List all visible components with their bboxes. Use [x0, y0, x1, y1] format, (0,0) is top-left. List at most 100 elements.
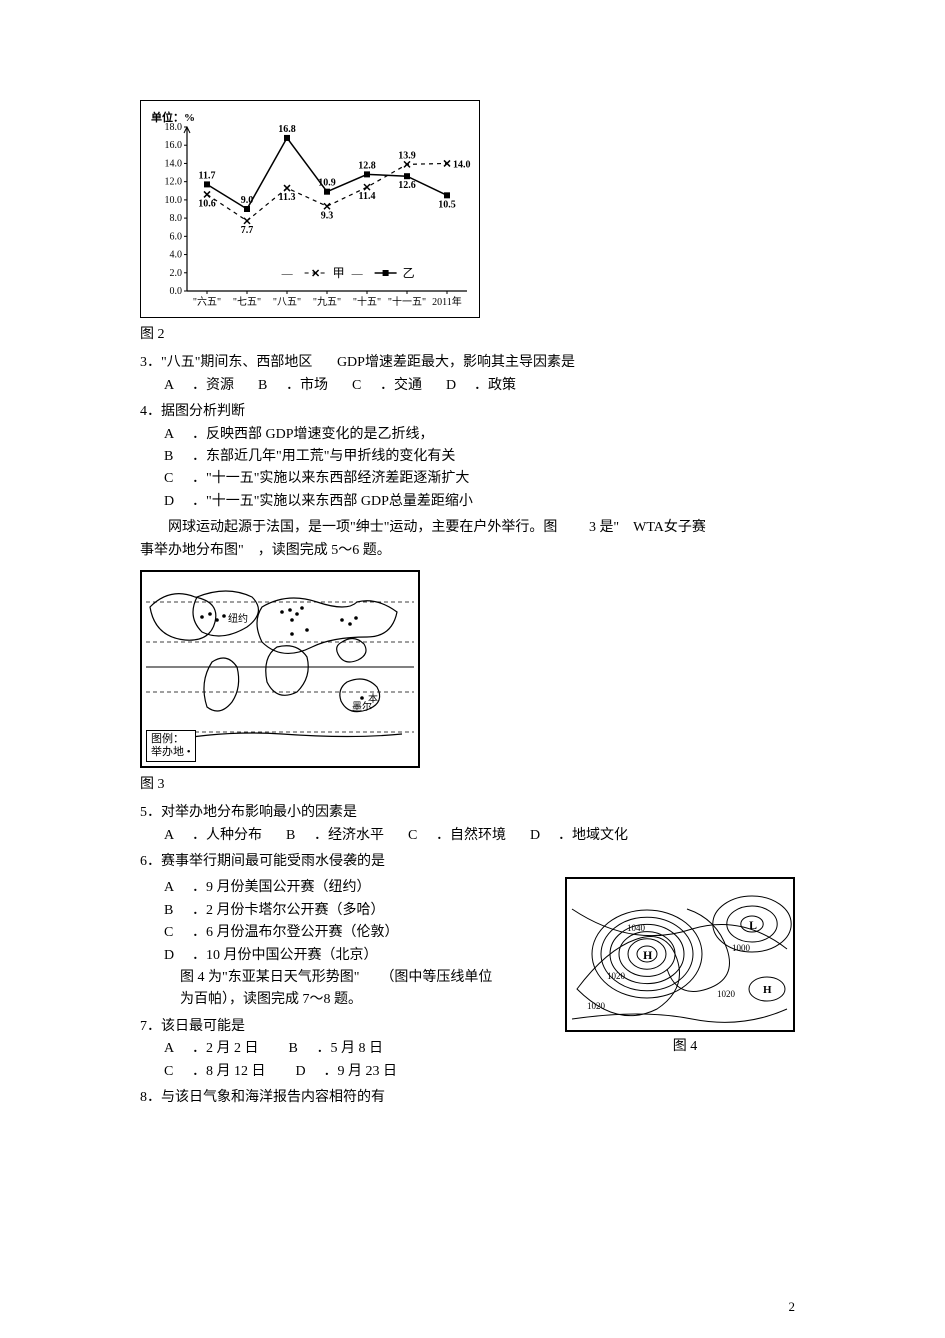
- question-4: 4．据图分析判断 A．反映西部 GDP增速变化的是乙折线， B．东部近几年"用工…: [140, 401, 805, 513]
- svg-text:"六五": "六五": [193, 296, 221, 308]
- svg-text:13.9: 13.9: [398, 150, 416, 161]
- svg-text:2.0: 2.0: [170, 268, 183, 279]
- q3-options: A．资源 B．市场 C．交通 D．政策: [164, 375, 805, 397]
- svg-text:7.7: 7.7: [241, 225, 254, 236]
- svg-text:9.3: 9.3: [321, 210, 334, 221]
- svg-text:2011年: 2011年: [432, 295, 462, 308]
- svg-text:0.0: 0.0: [170, 286, 183, 297]
- svg-text:1000: 1000: [732, 943, 751, 953]
- svg-text:9.0: 9.0: [241, 195, 254, 206]
- svg-text:1020: 1020: [587, 1001, 606, 1011]
- q3-opt-b: B．市场: [258, 375, 328, 397]
- q3-opt-a: A．资源: [164, 375, 234, 397]
- svg-text:12.8: 12.8: [358, 160, 376, 171]
- svg-text:10.0: 10.0: [165, 195, 183, 206]
- q4-opt-c: C．"十一五"实施以来东西部经济差距逐渐扩大: [164, 468, 805, 490]
- svg-text:12.0: 12.0: [165, 177, 183, 188]
- q7-opt-d: D．9 月 23 日: [296, 1061, 398, 1083]
- svg-text:纽约: 纽约: [228, 612, 248, 625]
- svg-text:8.0: 8.0: [170, 213, 183, 224]
- intro78-line1b: （图中等压线单位: [380, 970, 492, 985]
- svg-text:11.7: 11.7: [199, 170, 216, 181]
- intro-56: 网球运动起源于法国，是一项"绅士"运动，主要在户外举行。图 3 是" WTA女子…: [140, 517, 805, 562]
- q7-opt-b: B．5 月 8 日: [289, 1038, 384, 1060]
- legend-dot-icon: •: [184, 746, 191, 758]
- svg-text:1040: 1040: [627, 923, 646, 933]
- svg-text:1020: 1020: [607, 971, 626, 981]
- figure2-label: 图 2: [140, 324, 805, 346]
- figure2-chart: 单位：%0.02.04.06.08.010.012.014.016.018.0"…: [140, 100, 480, 318]
- question-5: 5．对举办地分布影响最小的因素是 A．人种分布 B．经济水平 C．自然环境 D．…: [140, 802, 805, 847]
- q4-stem: 4．据图分析判断: [140, 401, 805, 423]
- svg-text:10.6: 10.6: [198, 198, 216, 209]
- figure2-svg: 单位：%0.02.04.06.08.010.012.014.016.018.0"…: [147, 109, 473, 315]
- svg-text:H: H: [763, 984, 772, 996]
- figure4-svg: H104010201020L1000H1020: [567, 879, 793, 1030]
- figure3-map: 纽约墨尔本 图例： 举办地 •: [140, 570, 420, 768]
- svg-text:11.4: 11.4: [359, 191, 376, 202]
- page-number: 2: [789, 1297, 796, 1318]
- intro56-line2b: ，读图完成 5～6 题。: [258, 543, 391, 558]
- q4-opt-b: B．东部近几年"用工荒"与甲折线的变化有关: [164, 446, 805, 468]
- q3-stem: 3．"八五"期间东、西部地区 GDP增速差距最大，影响其主导因素是: [140, 352, 805, 374]
- figure3-legend: 图例： 举办地 •: [146, 730, 196, 762]
- q7-options: A．2 月 2 日 B．5 月 8 日 C．8 月 12 日 D．9 月 23 …: [164, 1038, 545, 1083]
- svg-text:"八五": "八五": [273, 297, 301, 308]
- intro56-line1c: WTA女子赛: [633, 520, 706, 535]
- svg-text:10.9: 10.9: [318, 178, 336, 189]
- svg-text:—: —: [281, 268, 294, 280]
- q6-stem: 6．赛事举行期间最可能受雨水侵袭的是: [140, 851, 805, 873]
- q3-stem-b: GDP增速差距最大，影响其主导因素是: [337, 355, 575, 370]
- question-3: 3．"八五"期间东、西部地区 GDP增速差距最大，影响其主导因素是 A．资源 B…: [140, 352, 805, 397]
- svg-text:"十五": "十五": [353, 295, 381, 308]
- intro-78: 图 4 为"东亚某日天气形势图" （图中等压线单位 为百帕），读图完成 7～8 …: [180, 967, 545, 1012]
- legend-item: 举办地: [151, 746, 184, 758]
- q7-stem: 7．该日最可能是: [140, 1016, 545, 1038]
- q4-options: A．反映西部 GDP增速变化的是乙折线， B．东部近几年"用工荒"与甲折线的变化…: [164, 424, 805, 514]
- q4-opt-a: A．反映西部 GDP增速变化的是乙折线，: [164, 424, 805, 446]
- intro56-line1: 网球运动起源于法国，是一项"绅士"运动，主要在户外举行。图: [168, 520, 557, 535]
- legend-title: 图例：: [151, 733, 191, 746]
- intro78-line2: 为百帕），读图完成 7～8 题。: [180, 989, 545, 1011]
- q5-opt-d: D．地域文化: [530, 825, 628, 847]
- svg-text:4.0: 4.0: [170, 250, 183, 261]
- q6-opt-d: D．10 月份中国公开赛（北京）: [164, 945, 545, 967]
- q4-opt-d: D．"十一五"实施以来东西部 GDP总量差距缩小: [164, 491, 805, 513]
- q7-opt-c: C．8 月 12 日: [164, 1061, 266, 1083]
- q3-stem-a: 3．"八五"期间东、西部地区: [140, 355, 312, 370]
- svg-text:H: H: [643, 948, 653, 962]
- question-7: 7．该日最可能是 A．2 月 2 日 B．5 月 8 日 C．8 月 12 日 …: [140, 1016, 545, 1083]
- q8-stem: 8．与该日气象和海洋报告内容相符的有: [140, 1087, 545, 1109]
- svg-text:"九五": "九五": [313, 296, 341, 308]
- q6-opt-c: C．6 月份温布尔登公开赛（伦敦）: [164, 922, 545, 944]
- intro56-line2: 事举办地分布图": [140, 543, 244, 558]
- svg-text:1020: 1020: [717, 989, 736, 999]
- svg-text:本: 本: [368, 692, 378, 705]
- intro78-line1: 图 4 为"东亚某日天气形势图": [180, 970, 359, 985]
- svg-text:6.0: 6.0: [170, 231, 183, 242]
- svg-text:14.0: 14.0: [453, 159, 471, 170]
- q5-options: A．人种分布 B．经济水平 C．自然环境 D．地域文化: [164, 825, 805, 847]
- svg-text:12.6: 12.6: [398, 180, 416, 191]
- svg-text:—: —: [351, 268, 364, 280]
- q5-opt-b: B．经济水平: [286, 825, 384, 847]
- svg-text:16.8: 16.8: [278, 124, 296, 135]
- question-6: 6．赛事举行期间最可能受雨水侵袭的是: [140, 851, 805, 873]
- svg-text:14.0: 14.0: [165, 158, 183, 169]
- question-8: 8．与该日气象和海洋报告内容相符的有: [140, 1087, 545, 1109]
- figure3-label: 图 3: [140, 774, 805, 796]
- svg-text:"七五": "七五": [233, 296, 261, 308]
- q3-opt-d: D．政策: [446, 375, 516, 397]
- q5-opt-a: A．人种分布: [164, 825, 262, 847]
- svg-text:甲: 甲: [333, 266, 345, 280]
- q3-opt-c: C．交通: [352, 375, 422, 397]
- svg-text:乙: 乙: [403, 266, 415, 280]
- svg-text:"十一五": "十一五": [388, 295, 426, 308]
- figure4-label: 图 4: [565, 1036, 805, 1058]
- q6-opt-b: B．2 月份卡塔尔公开赛（多哈）: [164, 900, 545, 922]
- q5-stem: 5．对举办地分布影响最小的因素是: [140, 802, 805, 824]
- q6-opt-a: A．9 月份美国公开赛（纽约）: [164, 877, 545, 899]
- q6-options: A．9 月份美国公开赛（纽约） B．2 月份卡塔尔公开赛（多哈） C．6 月份温…: [164, 877, 545, 967]
- svg-text:18.0: 18.0: [165, 122, 183, 133]
- svg-text:11.3: 11.3: [279, 192, 296, 203]
